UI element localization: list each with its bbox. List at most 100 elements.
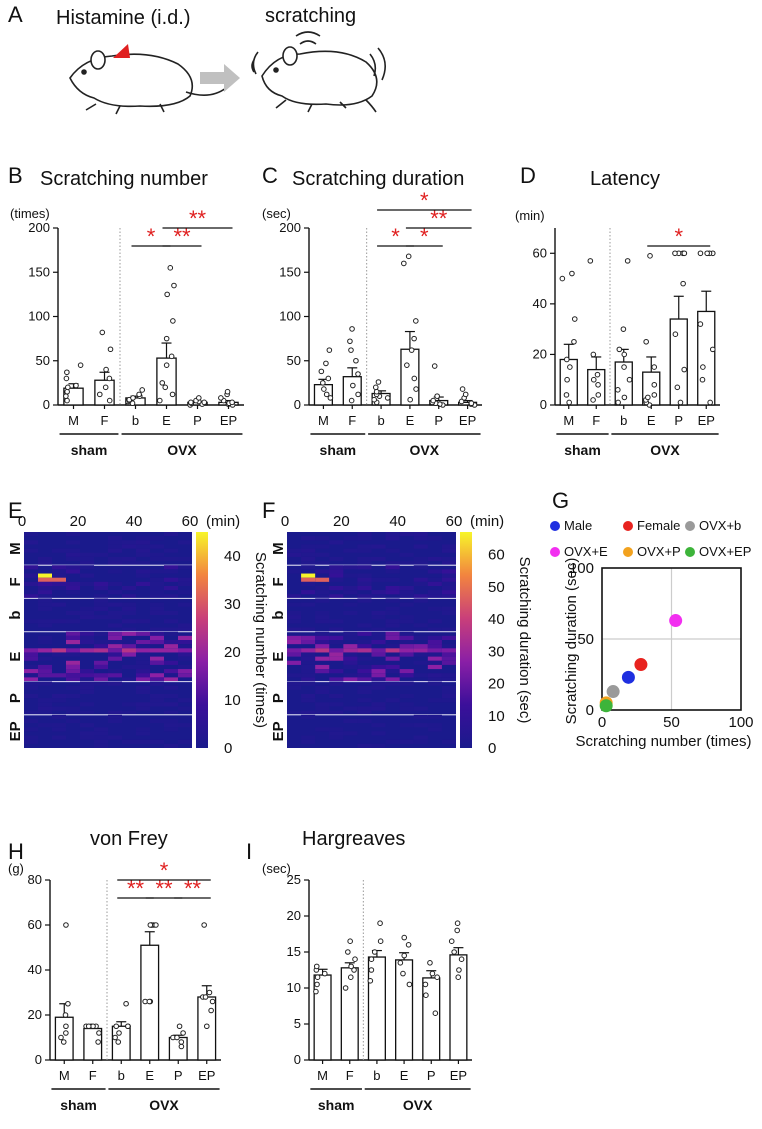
data-point <box>459 386 466 392</box>
colorbar-tick-label: 30 <box>224 596 241 613</box>
data-point <box>595 392 602 398</box>
heatmap-cell <box>122 594 136 599</box>
heatmap-cell <box>301 648 316 653</box>
heatmap-cell <box>441 698 456 703</box>
heatmap-cell <box>343 644 358 649</box>
data-point <box>620 326 627 332</box>
data-point <box>615 387 621 393</box>
heatmap-cell <box>38 561 52 566</box>
heatmap-cell <box>343 656 358 661</box>
heatmap-cell <box>24 656 38 661</box>
heatmap-cell <box>52 573 66 578</box>
data-point <box>201 922 207 928</box>
data-point <box>590 351 597 358</box>
heatmap-cell <box>94 681 108 686</box>
row-group-label: F <box>7 577 24 586</box>
data-point <box>451 949 457 955</box>
heatmap-cell <box>427 673 442 678</box>
heatmap-cell <box>136 619 150 624</box>
heatmap-cell <box>38 573 52 578</box>
heatmap-cell <box>399 694 414 699</box>
heatmap-cell <box>427 556 442 562</box>
category-label: E <box>145 1068 154 1083</box>
heatmap-cell <box>315 561 330 566</box>
data-point <box>405 942 412 948</box>
heatmap-cell <box>136 727 150 732</box>
heatmap-cell <box>357 532 372 537</box>
heatmap-cell <box>66 556 80 562</box>
heatmap-cell <box>150 635 164 640</box>
heatmap-cell <box>329 573 344 578</box>
heatmap-cell <box>136 644 150 649</box>
heatmap-cell <box>357 689 372 694</box>
data-point <box>176 1023 183 1030</box>
category-label: M <box>318 413 329 428</box>
colorbar-label: Scratching duration (sec) <box>516 557 533 724</box>
heatmap-cell <box>357 656 372 661</box>
y-tick-label: 5 <box>294 1016 301 1031</box>
heatmap-cell <box>178 627 192 632</box>
category-label: E <box>162 413 171 428</box>
heatmap-cell <box>66 569 80 574</box>
heatmap-cell <box>108 631 122 636</box>
data-point <box>401 260 407 267</box>
chart-title: Scratching number <box>40 168 208 190</box>
category-label: F <box>346 1068 354 1083</box>
data-point <box>697 250 704 257</box>
heatmap-cell <box>399 669 414 674</box>
heatmap-cell <box>413 565 428 570</box>
data-point <box>400 970 406 977</box>
heatmap-cell <box>150 648 164 653</box>
heatmap-cell <box>178 644 192 649</box>
heatmap-cell <box>371 743 386 748</box>
heatmap-cell <box>80 710 94 715</box>
heatmap-cell <box>343 631 358 636</box>
heatmap-cell <box>287 610 302 616</box>
heatmap-cell <box>122 602 136 607</box>
category-label: EP <box>198 1068 215 1083</box>
heatmap-cell <box>357 718 372 724</box>
x-axis-unit: (min) <box>470 513 504 530</box>
data-point <box>157 397 163 404</box>
heatmap-cell <box>122 544 136 549</box>
heatmap-cell <box>287 652 302 657</box>
heatmap-cell <box>357 598 372 603</box>
heatmap-cell <box>108 610 122 616</box>
heatmap-cell <box>38 702 52 707</box>
heatmap-cell <box>329 577 344 582</box>
data-point <box>651 364 658 370</box>
data-point <box>63 375 70 382</box>
heatmap-cell <box>178 673 192 678</box>
heatmap-cell <box>301 627 316 632</box>
data-point <box>60 1039 67 1045</box>
data-point <box>559 275 566 282</box>
data-point <box>107 346 114 353</box>
panel-g-label-group: G <box>552 488 569 513</box>
heatmap-cell <box>52 577 66 582</box>
heatmap-cell <box>94 648 108 653</box>
heatmap-cell <box>122 556 136 562</box>
heatmap-cell <box>315 640 330 645</box>
heatmap-cell <box>357 544 372 549</box>
heatmap-cell <box>427 677 442 682</box>
panel-label: B <box>8 163 23 188</box>
heatmap-cell <box>136 536 150 541</box>
data-point <box>651 392 658 398</box>
heatmap-cell <box>399 673 414 678</box>
heatmap-cell <box>108 602 122 607</box>
heatmap-cell <box>301 660 316 665</box>
category-label: b <box>118 1068 125 1083</box>
data-point <box>102 384 109 391</box>
data-point <box>180 1030 186 1036</box>
heatmap-cell <box>441 644 456 649</box>
heatmap-cell <box>164 619 178 624</box>
significance-marker: * <box>160 858 169 883</box>
heatmap-cell <box>441 635 456 640</box>
y-tick-label: 20 <box>28 1007 42 1022</box>
heatmap-cell <box>427 594 442 599</box>
data-point <box>569 270 575 277</box>
heatmap-cell <box>164 727 178 732</box>
heatmap-cell <box>413 660 428 665</box>
data-point <box>64 397 70 404</box>
